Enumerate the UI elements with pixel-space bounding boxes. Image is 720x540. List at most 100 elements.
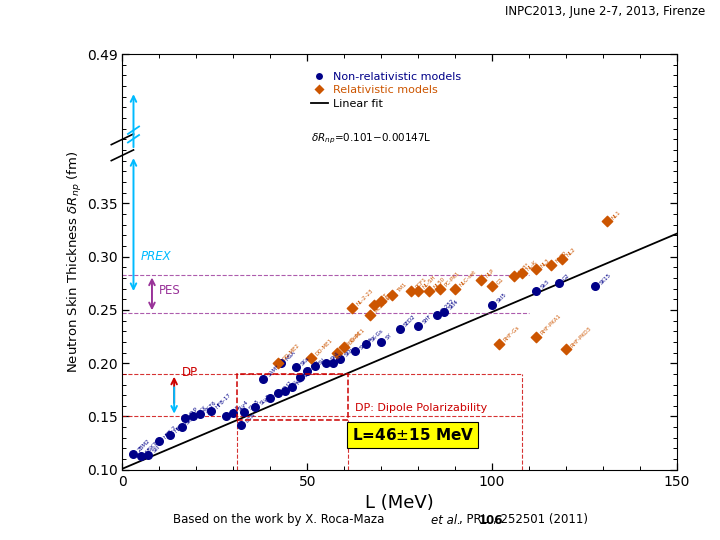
Text: MSk0: MSk0 bbox=[296, 372, 310, 386]
Text: NLC-set: NLC-set bbox=[459, 269, 477, 287]
Point bbox=[279, 387, 291, 395]
Point bbox=[294, 373, 305, 381]
Text: L=46$\pm$15 MeV: L=46$\pm$15 MeV bbox=[351, 427, 474, 443]
Point bbox=[413, 321, 424, 330]
Point bbox=[153, 437, 165, 445]
Legend: Non-relativistic models, Relativistic models, Linear fit: Non-relativistic models, Relativistic mo… bbox=[311, 72, 462, 109]
Text: TM1: TM1 bbox=[396, 282, 408, 294]
Point bbox=[257, 375, 269, 383]
Point bbox=[560, 345, 572, 354]
Point bbox=[375, 338, 387, 346]
Text: MSK7: MSK7 bbox=[145, 441, 159, 455]
Text: DP: DP bbox=[181, 366, 198, 379]
Text: NLP: NLP bbox=[485, 268, 495, 279]
Point bbox=[305, 354, 317, 362]
Point bbox=[194, 410, 206, 418]
Text: Sk-Ra: Sk-Ra bbox=[359, 336, 374, 350]
Text: SLy4: SLy4 bbox=[237, 400, 250, 412]
Point bbox=[413, 286, 424, 295]
Point bbox=[250, 403, 261, 411]
Text: SAM*: SAM* bbox=[266, 364, 281, 378]
Text: HFB-2: HFB-2 bbox=[163, 425, 178, 440]
Text: HFB-3: HFB-3 bbox=[174, 418, 189, 434]
Point bbox=[486, 300, 498, 309]
Point bbox=[135, 451, 147, 460]
Text: SLy3: SLy3 bbox=[259, 393, 271, 406]
Point bbox=[531, 286, 542, 295]
Point bbox=[309, 362, 320, 370]
Point bbox=[516, 268, 527, 277]
Text: INPC2013, June 2-7, 2013, Firenze: INPC2013, June 2-7, 2013, Firenze bbox=[505, 5, 706, 18]
Point bbox=[545, 261, 557, 269]
Point bbox=[328, 359, 339, 368]
Point bbox=[557, 254, 568, 263]
Text: SKP: SKP bbox=[185, 415, 196, 426]
Point bbox=[276, 359, 287, 368]
Text: 106: 106 bbox=[479, 514, 503, 526]
Text: Sk4: Sk4 bbox=[329, 352, 340, 362]
Point bbox=[302, 366, 313, 375]
Text: et al.: et al. bbox=[431, 514, 460, 526]
Text: PCF1: PCF1 bbox=[415, 276, 428, 289]
Point bbox=[338, 343, 350, 352]
Text: Sk252: Sk252 bbox=[440, 299, 456, 314]
Text: FSU-Gold: FSU-Gold bbox=[341, 330, 362, 352]
Text: Sk3: Sk3 bbox=[540, 279, 551, 289]
Y-axis label: Neutron Skin Thickness $\delta R_{np}$ (fm): Neutron Skin Thickness $\delta R_{np}$ (… bbox=[66, 151, 84, 373]
Text: MSL0: MSL0 bbox=[289, 376, 302, 390]
Point bbox=[176, 423, 187, 431]
Text: , PRL: , PRL bbox=[459, 514, 487, 526]
Text: NL1: NL1 bbox=[611, 210, 621, 220]
Text: DP: Dipole Polarizability: DP: Dipole Polarizability bbox=[355, 403, 487, 413]
Text: , 252501 (2011): , 252501 (2011) bbox=[493, 514, 588, 526]
Point bbox=[205, 407, 217, 415]
Point bbox=[531, 332, 542, 341]
Text: GT: GT bbox=[384, 292, 393, 300]
Point bbox=[220, 412, 232, 421]
Text: G1: G1 bbox=[495, 276, 505, 285]
Point bbox=[335, 355, 346, 363]
Text: RHF-PKO3: RHF-PKO3 bbox=[570, 326, 593, 348]
Point bbox=[508, 272, 520, 280]
Text: PES: PES bbox=[159, 284, 181, 297]
Point bbox=[364, 311, 376, 320]
Text: SED2: SED2 bbox=[403, 314, 417, 328]
Point bbox=[423, 286, 435, 295]
Point bbox=[553, 279, 564, 287]
Text: NL-SH: NL-SH bbox=[422, 274, 437, 289]
Text: RHF-PKA1: RHF-PKA1 bbox=[540, 313, 562, 335]
X-axis label: L (MeV): L (MeV) bbox=[365, 494, 434, 512]
Text: SkP: SkP bbox=[189, 406, 199, 416]
Text: DD-ME1: DD-ME1 bbox=[315, 338, 333, 357]
Text: SKb: SKb bbox=[344, 347, 355, 358]
Point bbox=[486, 282, 498, 291]
Text: PC-PK1: PC-PK1 bbox=[444, 271, 461, 287]
Point bbox=[143, 450, 154, 459]
Text: Ska: Ska bbox=[274, 387, 284, 397]
Text: PK1a24: PK1a24 bbox=[374, 296, 392, 314]
Text: NL3*: NL3* bbox=[518, 262, 531, 275]
Point bbox=[449, 284, 461, 293]
Point bbox=[238, 408, 250, 416]
Text: ZBM2: ZBM2 bbox=[138, 438, 152, 453]
Point bbox=[272, 359, 284, 368]
Text: SY: SY bbox=[384, 333, 393, 341]
Text: PREX: PREX bbox=[141, 250, 171, 263]
Text: D1S: D1S bbox=[230, 404, 241, 415]
Point bbox=[405, 286, 416, 295]
Point bbox=[290, 363, 302, 372]
Bar bbox=[237, 374, 348, 420]
Text: MSA: MSA bbox=[285, 350, 297, 362]
Point bbox=[187, 412, 199, 421]
Text: SkI4: SkI4 bbox=[448, 299, 459, 311]
Text: SkI2: SkI2 bbox=[282, 380, 293, 392]
Point bbox=[287, 382, 298, 391]
Text: NL3: NL3 bbox=[540, 257, 551, 268]
Point bbox=[590, 282, 601, 291]
Point bbox=[531, 265, 542, 274]
Point bbox=[331, 348, 343, 357]
Point bbox=[228, 409, 239, 417]
Text: NL-2-23: NL-2-23 bbox=[355, 288, 374, 307]
Text: SKX: SKX bbox=[197, 404, 207, 415]
Text: SN: SN bbox=[337, 353, 346, 362]
